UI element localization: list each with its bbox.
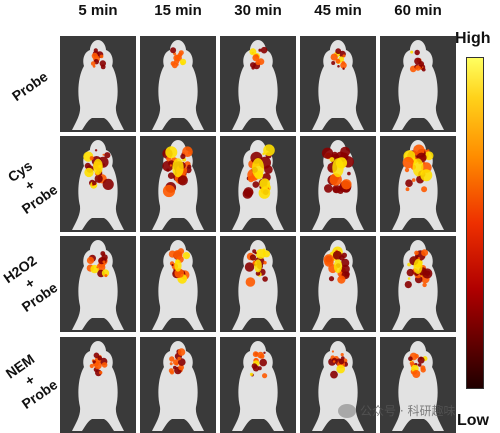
row-label-probe-text: Probe: [9, 68, 51, 104]
mouse-body: [152, 40, 204, 130]
row-label-nem-probe: NEM + Probe: [0, 345, 66, 417]
column-label-15min: 15 min: [140, 2, 216, 19]
mouse-image-probe-15min: [140, 36, 216, 132]
mouse-image-h2o2-probe-60min: [380, 236, 456, 332]
mouse-image-cys-probe-15min: [140, 136, 216, 232]
column-label-60min: 60 min: [380, 2, 456, 19]
scale-high-label: High: [455, 30, 491, 48]
mouse-image-cys-probe-60min: [380, 136, 456, 232]
intensity-scale-bar: [466, 57, 484, 389]
mouse-image-cys-probe-30min: [220, 136, 296, 232]
row-label-h2o2-probe: H2O2 + Probe: [0, 248, 66, 320]
mouse-body: [72, 140, 124, 230]
column-label-45min: 45 min: [300, 2, 376, 19]
watermark: 公众号 · 科研趣味: [338, 402, 455, 419]
mouse-image-probe-30min: [220, 36, 296, 132]
mouse-image-nem-probe-15min: [140, 337, 216, 433]
mouse-image-probe-45min: [300, 36, 376, 132]
mouse-image-nem-probe-5min: [60, 337, 136, 433]
mouse-image-h2o2-probe-15min: [140, 236, 216, 332]
mouse-image-h2o2-probe-45min: [300, 236, 376, 332]
mouse-image-probe-60min: [380, 36, 456, 132]
mouse-image-cys-probe-45min: [300, 136, 376, 232]
mouse-body: [72, 240, 124, 330]
row-label-cys-probe: Cys + Probe: [0, 150, 66, 222]
mouse-body: [152, 140, 204, 230]
column-label-30min: 30 min: [220, 2, 296, 19]
wechat-logo-icon: [338, 404, 356, 418]
mouse-image-nem-probe-30min: [220, 337, 296, 433]
mouse-image-cys-probe-5min: [60, 136, 136, 232]
mouse-image-probe-5min: [60, 36, 136, 132]
column-label-5min: 5 min: [60, 2, 136, 19]
mouse-image-h2o2-probe-5min: [60, 236, 136, 332]
scale-low-label: Low: [457, 412, 489, 430]
watermark-text: 公众号 · 科研趣味: [360, 402, 455, 419]
row-label-probe: Probe: [4, 65, 56, 109]
mouse-image-h2o2-probe-30min: [220, 236, 296, 332]
